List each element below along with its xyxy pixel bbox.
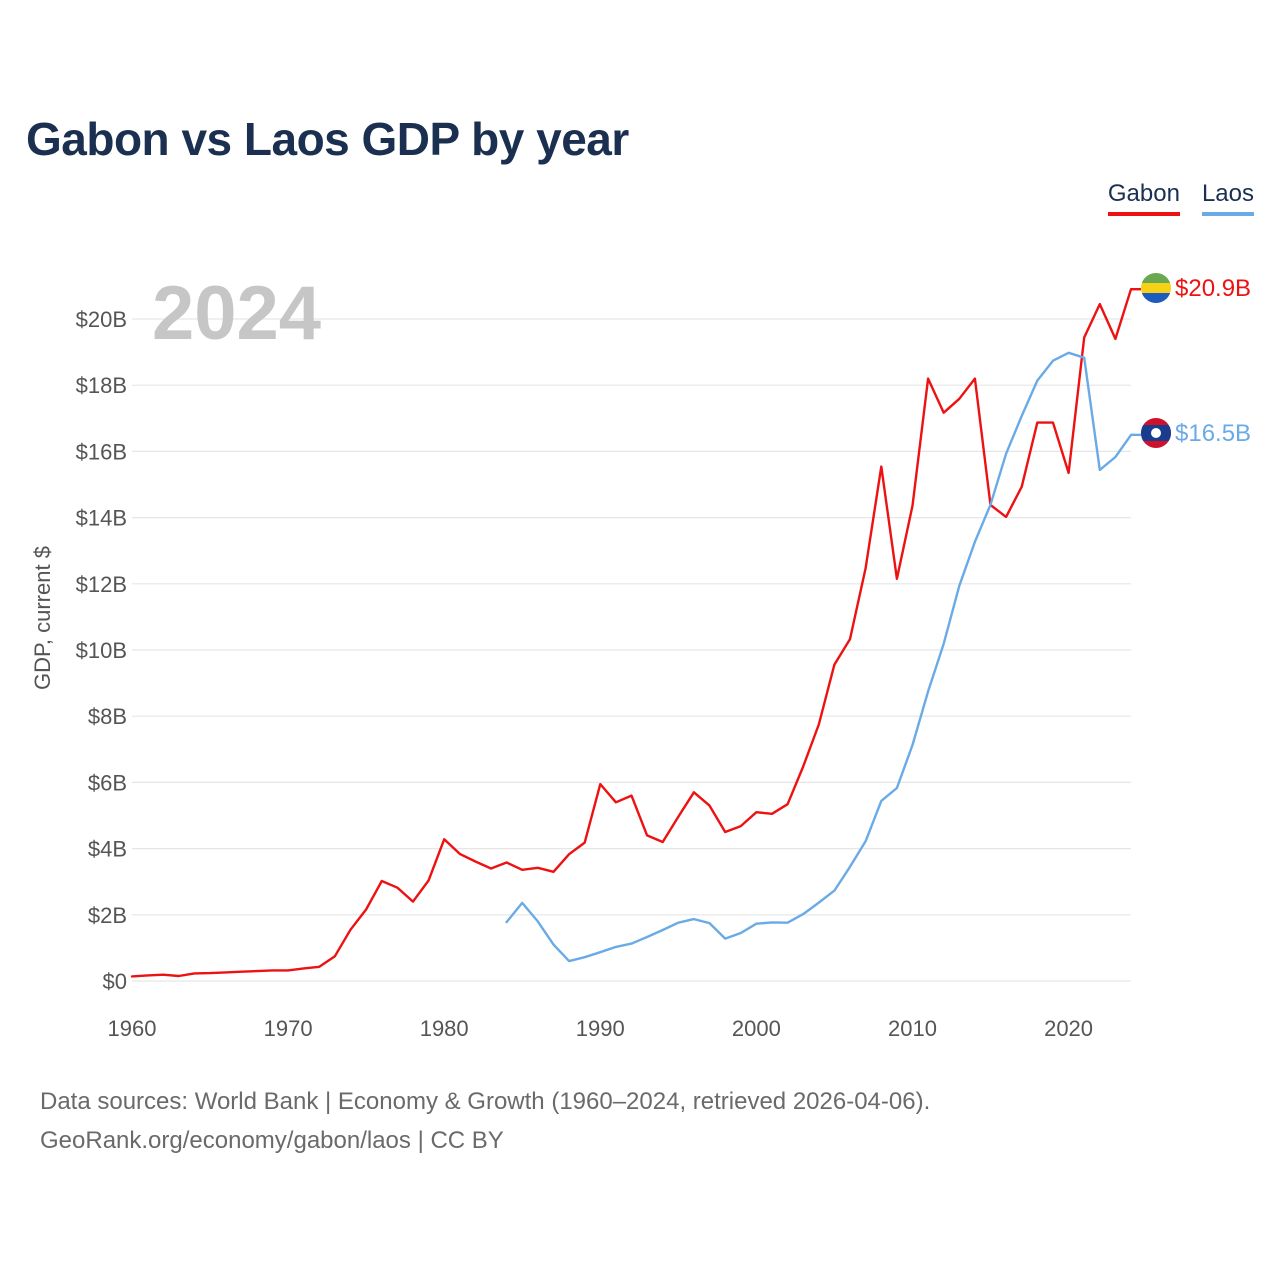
year-watermark: 2024 xyxy=(152,271,321,356)
x-tick-label: 2000 xyxy=(732,1016,781,1041)
source-url-text: GeoRank.org/economy/gabon/laos | CC BY xyxy=(40,1127,504,1154)
series-line-gabon[interactable] xyxy=(130,288,1133,978)
chart-title: Gabon vs Laos GDP by year xyxy=(26,113,629,165)
legend: Gabon Laos xyxy=(1107,180,1254,216)
y-tick-label: $2B xyxy=(88,903,127,928)
x-axis-ticks: 1960 1970 1980 1990 2000 2010 2020 xyxy=(108,1016,1094,1041)
footer: Data sources: World Bank | Economy & Gro… xyxy=(40,1082,930,1160)
gabon-end-value-label: $20.9B xyxy=(1175,275,1251,302)
data-source-text: Data sources: World Bank | Economy & Gro… xyxy=(40,1088,931,1115)
gridlines xyxy=(132,318,1131,982)
y-tick-label: $8B xyxy=(88,704,127,729)
y-tick-label: $18B xyxy=(76,373,127,398)
flag-laos-icon xyxy=(1141,418,1171,448)
laos-end-value-label: $16.5B xyxy=(1175,420,1251,447)
x-tick-label: 1970 xyxy=(264,1016,313,1041)
y-tick-label: $4B xyxy=(88,837,127,862)
y-tick-label: $20B xyxy=(76,307,127,332)
flag-gabon-icon xyxy=(1141,273,1171,303)
y-tick-label: $10B xyxy=(76,638,127,663)
y-tick-label: $6B xyxy=(88,770,127,795)
legend-item-laos[interactable]: Laos xyxy=(1201,180,1254,216)
x-tick-label: 1990 xyxy=(576,1016,625,1041)
y-tick-label: $14B xyxy=(76,506,127,531)
x-tick-label: 1960 xyxy=(108,1016,157,1041)
series-lines xyxy=(130,288,1141,978)
y-tick-label: $16B xyxy=(76,439,127,464)
y-axis-ticks: $0 $2B $4B $6B $8B $10B $12B $14B $16B $18B $20B xyxy=(76,307,127,994)
y-tick-label: $12B xyxy=(76,572,127,597)
series-line-laos[interactable] xyxy=(505,351,1133,963)
y-axis-label: GDP, current $ xyxy=(30,546,55,690)
x-tick-label: 2020 xyxy=(1044,1016,1093,1041)
y-tick-label: $0 xyxy=(103,969,127,994)
x-tick-label: 2010 xyxy=(888,1016,937,1041)
legend-item-gabon[interactable]: Gabon xyxy=(1107,180,1180,216)
x-tick-label: 1980 xyxy=(420,1016,469,1041)
